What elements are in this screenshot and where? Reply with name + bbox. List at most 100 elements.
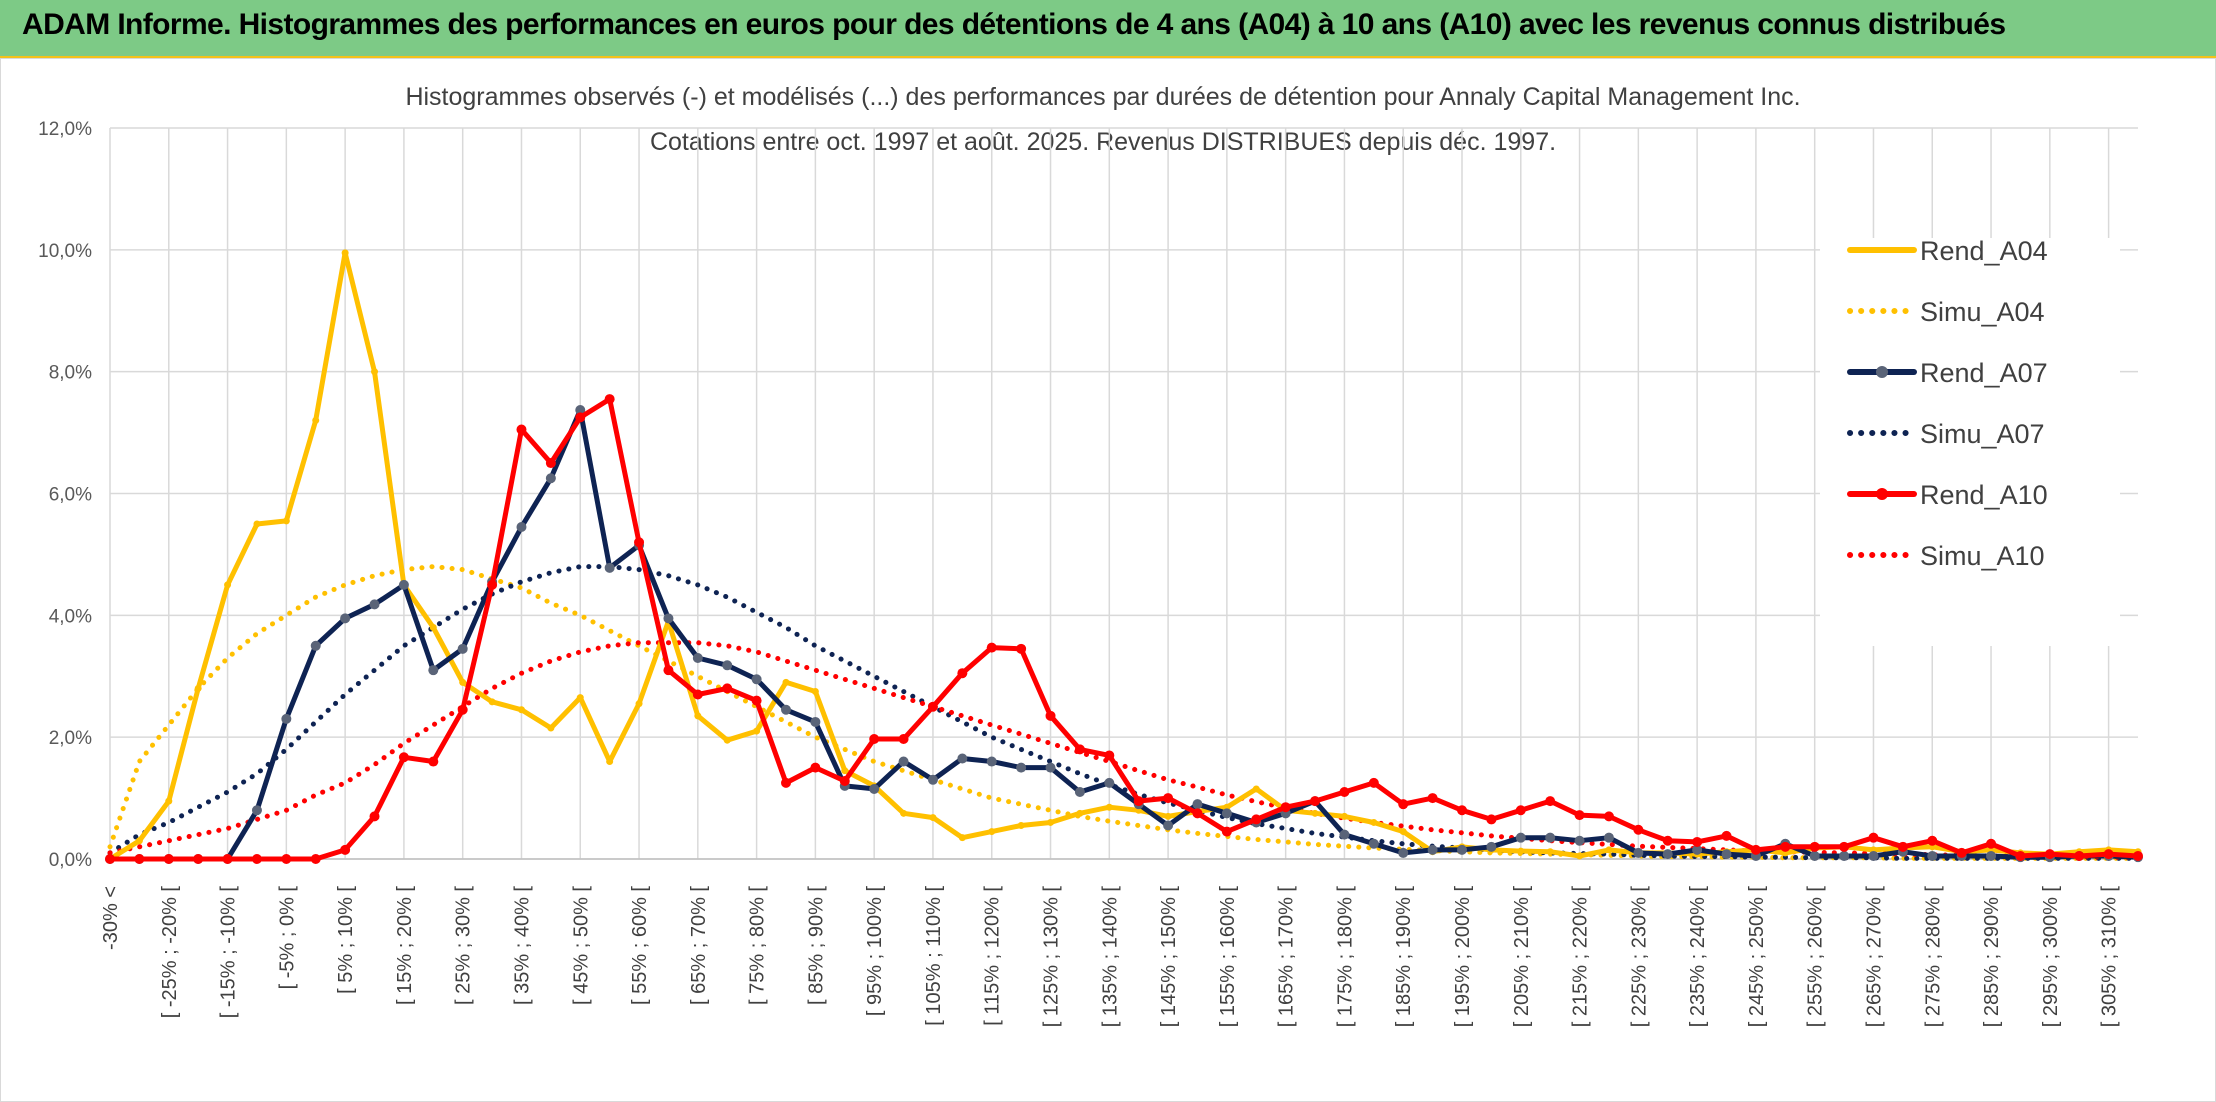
data-point xyxy=(1164,812,1172,820)
data-point xyxy=(1780,841,1791,852)
data-point xyxy=(516,522,527,533)
data-point xyxy=(988,828,996,836)
series-line-rend-a10 xyxy=(107,396,2141,862)
data-point xyxy=(547,724,555,732)
data-point xyxy=(369,811,380,822)
data-point xyxy=(1486,841,1497,852)
x-tick-label: [ 125% ; 130% [ xyxy=(1041,886,1063,1028)
data-point xyxy=(428,756,439,767)
data-point xyxy=(723,736,731,744)
data-point xyxy=(340,613,351,624)
data-point xyxy=(371,368,379,376)
data-point xyxy=(927,774,938,785)
data-point xyxy=(957,753,968,764)
y-tick-label: 6,0% xyxy=(49,485,92,506)
data-point xyxy=(958,834,966,842)
x-tick-label: [ 235% ; 240% [ xyxy=(1687,886,1709,1028)
data-point xyxy=(1133,796,1144,807)
legend-label-rend-a07: Rend_A07 xyxy=(1920,358,2048,388)
data-point xyxy=(1662,849,1673,860)
data-point xyxy=(606,758,614,766)
legend-marker xyxy=(1876,366,1888,378)
chart-subtitle: Cotations entre oct. 1997 et août. 2025.… xyxy=(650,128,1556,156)
data-point xyxy=(341,249,349,257)
data-point xyxy=(869,733,880,744)
data-point xyxy=(722,660,733,671)
data-point xyxy=(1074,744,1085,755)
data-point xyxy=(224,581,232,589)
data-point xyxy=(282,517,290,525)
data-point xyxy=(222,854,233,864)
data-point xyxy=(193,854,204,864)
data-point xyxy=(1047,818,1055,826)
data-point xyxy=(692,689,703,700)
x-tick-label: [ 115% ; 120% [ xyxy=(982,886,1004,1026)
data-point xyxy=(1104,750,1115,761)
data-point xyxy=(1074,786,1085,797)
x-tick-label: [ 275% ; 280% [ xyxy=(1922,886,1944,1028)
data-point xyxy=(1457,805,1467,816)
data-point xyxy=(575,412,586,423)
data-point xyxy=(2015,850,2026,861)
data-point xyxy=(1398,799,1409,810)
series-layer xyxy=(105,249,2143,864)
x-tick-label: [ 205% ; 210% [ xyxy=(1511,886,1533,1028)
data-point xyxy=(1546,848,1554,856)
data-point xyxy=(1340,812,1348,820)
data-point xyxy=(604,394,615,405)
x-tick-label: [ 185% ; 190% [ xyxy=(1393,886,1415,1028)
data-point xyxy=(1163,793,1174,804)
data-point xyxy=(898,733,909,744)
data-point xyxy=(487,579,498,590)
y-axis: 0,0% 2,0% 4,0% 6,0% 8,0% 10,0% 12,0% xyxy=(38,119,92,871)
data-point xyxy=(1017,821,1025,829)
data-point xyxy=(1311,809,1319,817)
data-point xyxy=(516,424,527,435)
data-point xyxy=(1163,820,1174,831)
chart-title: Histogrammes observés (-) et modélisés (… xyxy=(405,83,1800,111)
data-point xyxy=(1398,847,1409,858)
x-tick-label: [ 105% ; 110% [ xyxy=(923,886,945,1026)
x-tick-label: [ 155% ; 160% [ xyxy=(1217,886,1239,1028)
data-point xyxy=(722,683,733,694)
legend-label-simu-a07: Simu_A07 xyxy=(1920,419,2045,449)
data-point xyxy=(1692,836,1703,847)
data-point xyxy=(986,642,997,653)
x-tick-label: [ 75% ; 80% [ xyxy=(747,886,769,1005)
data-point xyxy=(1839,850,1850,861)
data-point xyxy=(634,537,645,548)
data-point xyxy=(1809,850,1820,861)
data-point xyxy=(782,678,790,686)
x-tick-label: [ 265% ; 270% [ xyxy=(1863,886,1885,1028)
x-tick-label: [ 15% ; 20% [ xyxy=(394,886,416,1005)
series-line-rend-a07 xyxy=(107,407,2141,862)
legend-label-simu-a10: Simu_A10 xyxy=(1920,541,2045,571)
data-point xyxy=(781,704,791,715)
x-tick-label: [ 285% ; 290% [ xyxy=(1981,886,2003,1028)
data-point xyxy=(1839,841,1850,852)
legend-label-simu-a04: Simu_A04 xyxy=(1920,297,2045,327)
x-tick-label: [ 85% ; 90% [ xyxy=(805,886,827,1005)
data-point xyxy=(1721,830,1732,841)
y-tick-label: 2,0% xyxy=(49,728,92,749)
data-point xyxy=(165,797,173,805)
data-point xyxy=(1192,799,1203,810)
data-point xyxy=(1251,814,1262,825)
data-point xyxy=(810,716,821,727)
legend-marker xyxy=(1876,488,1888,500)
data-point xyxy=(1868,832,1879,843)
series-line-simu-a07 xyxy=(107,564,2141,861)
x-tick-label: [ 175% ; 180% [ xyxy=(1334,886,1356,1028)
data-point xyxy=(900,809,908,817)
data-point xyxy=(429,624,437,632)
data-point xyxy=(1986,838,1997,849)
x-tick-label: [ -15% ; -10% [ xyxy=(218,886,240,1019)
x-tick-label: [ 165% ; 170% [ xyxy=(1276,886,1298,1028)
data-point xyxy=(1016,643,1027,654)
data-point xyxy=(1809,841,1820,852)
data-point xyxy=(663,665,674,676)
data-point xyxy=(1252,785,1260,793)
data-point xyxy=(1633,824,1644,835)
data-point xyxy=(310,854,321,864)
x-tick-label: [ 145% ; 150% [ xyxy=(1158,886,1180,1028)
